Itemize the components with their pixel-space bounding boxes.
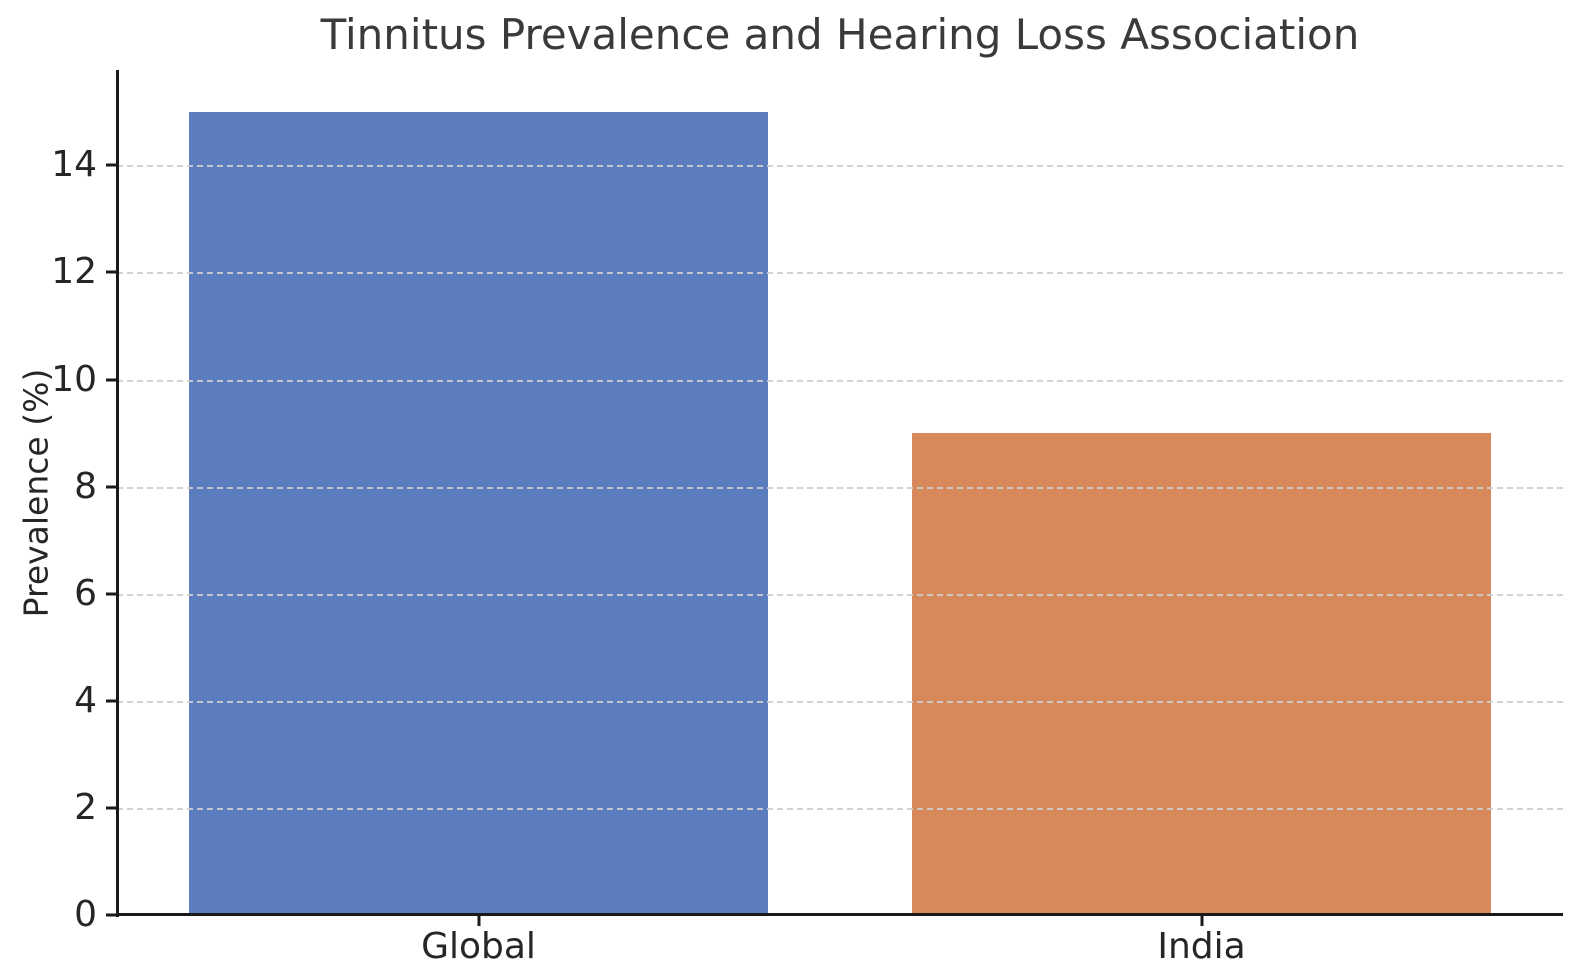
x-tick-mark-global: [477, 915, 480, 926]
y-tick-label-10: 10: [51, 358, 97, 400]
gridline-y-14: [117, 165, 1563, 168]
y-tick-label-4: 4: [74, 679, 97, 721]
y-tick-label-14: 14: [51, 144, 97, 186]
gridline-y-6: [117, 593, 1563, 596]
x-tick-label-india: India: [1157, 926, 1246, 967]
y-tick-mark-14: [106, 163, 117, 167]
x-tick-mark-india: [1200, 915, 1203, 926]
y-tick-mark-2: [106, 806, 117, 810]
y-tick-label-0: 0: [74, 894, 97, 935]
bar-global: [189, 111, 768, 915]
gridline-y-4: [117, 700, 1563, 703]
gridline-y-8: [117, 486, 1563, 489]
y-axis-label: Prevalence (%): [16, 368, 56, 618]
y-tick-mark-0: [106, 913, 117, 917]
y-axis-spine: [116, 70, 119, 917]
gridline-y-2: [117, 807, 1563, 810]
x-tick-label-global: Global: [421, 926, 536, 967]
y-tick-mark-10: [106, 378, 117, 381]
y-tick-label-6: 6: [74, 572, 97, 614]
x-axis-spine: [116, 913, 1563, 916]
chart-title: Tinnitus Prevalence and Hearing Loss Ass…: [320, 10, 1360, 59]
y-tick-mark-12: [106, 270, 117, 274]
bar-india: [912, 433, 1491, 915]
plot-area: 0 2 4 6 8 10 12 14 Global India: [51, 70, 1563, 965]
y-tick-mark-6: [106, 592, 117, 596]
y-tick-mark-4: [106, 699, 117, 703]
gridline-y-12: [117, 272, 1563, 275]
gridline-y-10: [117, 379, 1563, 382]
y-tick-label-8: 8: [74, 465, 97, 507]
y-tick-label-2: 2: [74, 786, 97, 828]
y-tick-mark-8: [106, 485, 117, 489]
y-tick-label-12: 12: [51, 251, 97, 293]
